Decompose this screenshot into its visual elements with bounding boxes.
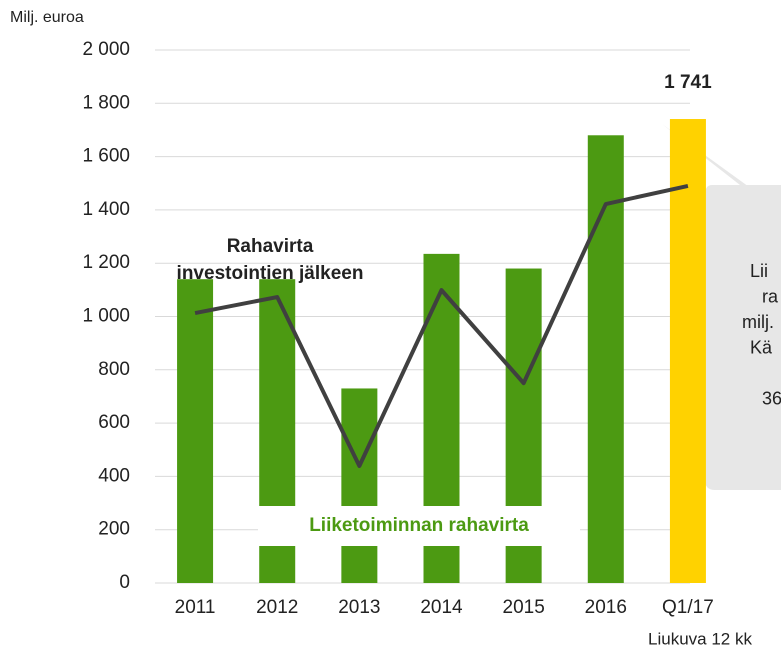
x-tick-label: 2015	[503, 597, 545, 618]
x-tick-label: 2012	[256, 597, 298, 618]
bar	[587, 135, 624, 583]
y-tick-label: 1 800	[82, 92, 130, 113]
bar	[177, 279, 214, 583]
y-tick-label: 2 000	[82, 39, 130, 60]
y-tick-label: 800	[98, 359, 130, 380]
y-tick-label: 1 000	[82, 306, 130, 327]
line	[194, 183, 689, 469]
x-tick-label: 2011	[175, 597, 216, 618]
y-tick-label: 1 600	[82, 146, 130, 167]
series-label: Rahavirta	[227, 236, 314, 257]
x-tick-label: 2016	[585, 597, 627, 618]
series-label: Liiketoiminnan rahavirta	[309, 515, 529, 536]
y-tick-label: 1 400	[82, 199, 130, 220]
callout-text: ra	[762, 286, 779, 306]
bar	[341, 388, 378, 583]
y-tick-label: 0	[119, 572, 130, 593]
callout-text: milj.	[742, 312, 774, 332]
category-note: Liukuva 12 kk	[648, 629, 752, 648]
y-tick-label: 200	[98, 519, 130, 540]
y-tick-label: 400	[98, 465, 130, 486]
y-unit-label: Milj. euroa	[10, 9, 84, 26]
x-tick-label: Q1/17	[662, 597, 714, 618]
value-label: 1 741	[664, 72, 712, 93]
series-label: investointien jälkeen	[177, 263, 364, 284]
callout-text: 36	[762, 388, 781, 408]
callout-text: Lii	[750, 261, 768, 281]
x-tick-label: 2014	[420, 597, 463, 618]
y-tick-label: 1 200	[82, 252, 130, 273]
callout-box	[705, 185, 781, 490]
callout-text: Kä	[750, 337, 773, 357]
y-tick-label: 600	[98, 412, 130, 433]
series-label-box	[258, 506, 580, 546]
bar	[669, 119, 706, 583]
x-tick-label: 2013	[338, 597, 380, 618]
